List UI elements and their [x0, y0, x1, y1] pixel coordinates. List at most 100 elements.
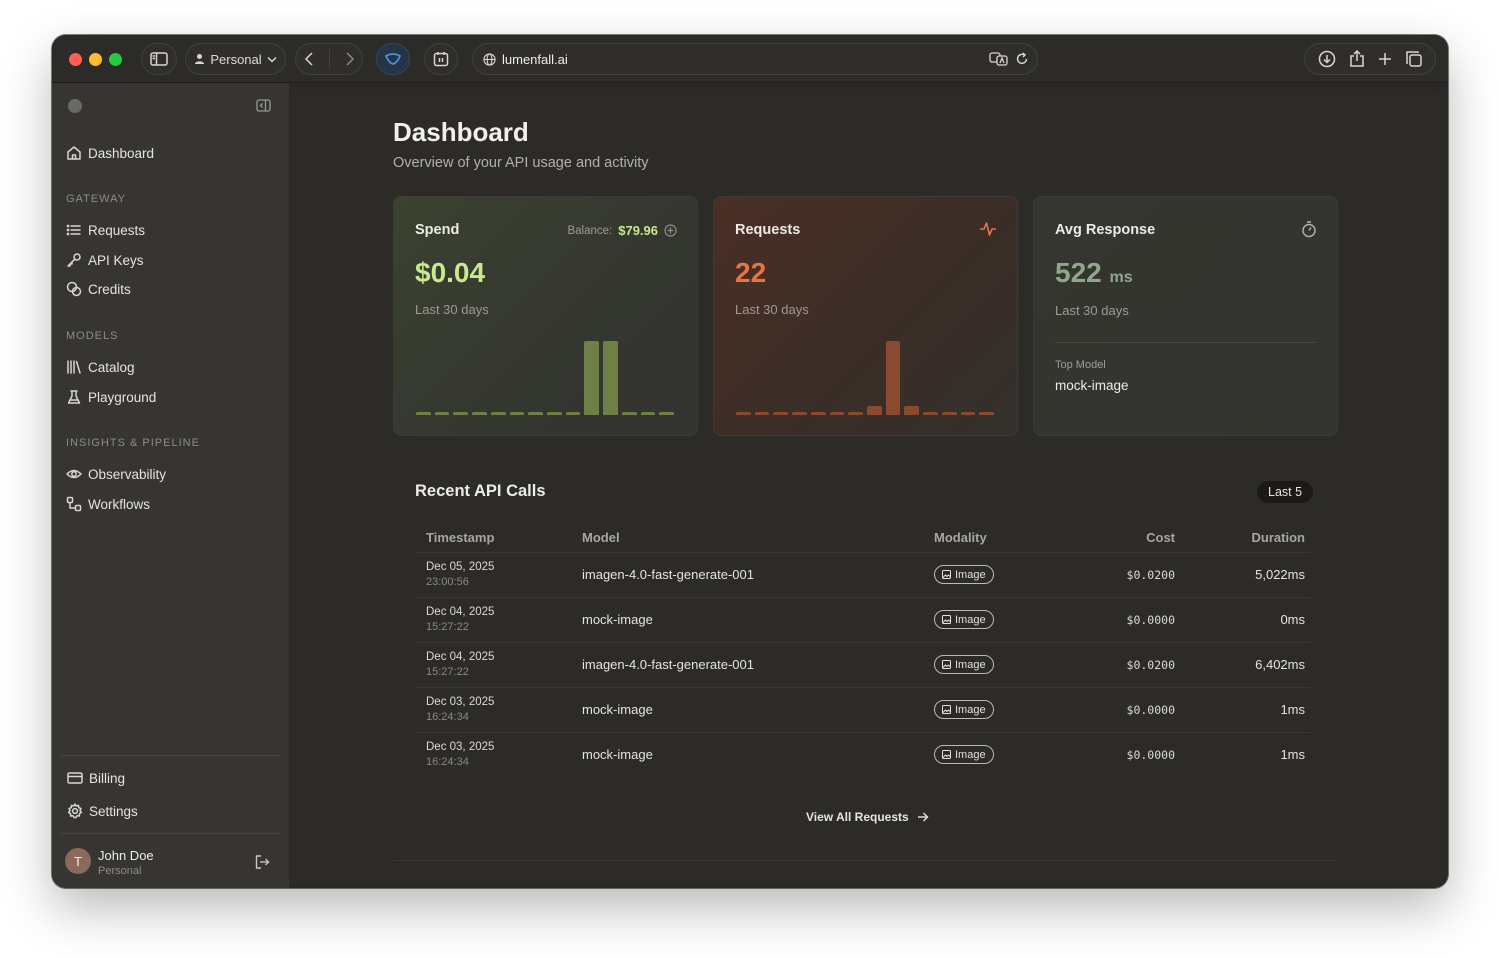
- row-duration: 0ms: [1280, 612, 1305, 627]
- address-bar[interactable]: lumenfall.ai: [472, 43, 1038, 75]
- sidebar-item-billing[interactable]: Billing: [67, 766, 125, 790]
- page-title: Dashboard: [393, 117, 529, 147]
- requests-card[interactable]: Requests 22 Last 30 days: [713, 196, 1018, 436]
- sidebar-item-label: Playground: [88, 389, 157, 405]
- user-name: John Doe: [98, 848, 154, 863]
- collapse-sidebar-icon[interactable]: [256, 99, 271, 112]
- table-row[interactable]: Dec 04, 2025 15:27:22 imagen-4.0-fast-gene…: [415, 642, 1311, 687]
- extension-button[interactable]: [424, 43, 458, 75]
- modality-badge: Image: [934, 700, 994, 719]
- toolbar-actions: [1304, 43, 1436, 75]
- chart-bar: [603, 341, 618, 415]
- row-cost: $0.0200: [1126, 658, 1175, 672]
- sidebar-item-dashboard[interactable]: Dashboard: [66, 141, 154, 165]
- image-icon: [942, 750, 951, 759]
- back-icon[interactable]: [304, 52, 314, 66]
- sidebar-item-api-keys[interactable]: API Keys: [66, 248, 144, 272]
- profile-selector[interactable]: Personal: [185, 43, 286, 75]
- row-date: Dec 05, 2025: [426, 561, 495, 573]
- chart-bar: [792, 412, 807, 415]
- row-time: 16:24:34: [426, 711, 469, 723]
- chart-bar: [416, 412, 431, 415]
- row-date: Dec 04, 2025: [426, 651, 495, 663]
- share-icon[interactable]: [1349, 50, 1365, 68]
- home-icon: [67, 146, 81, 160]
- chevron-down-icon: [267, 56, 277, 63]
- image-icon: [942, 705, 951, 714]
- card-title: Avg Response: [1055, 222, 1156, 238]
- modality-badge: Image: [934, 745, 994, 764]
- globe-icon: [483, 52, 496, 66]
- sidebar-item-observability[interactable]: Observability: [66, 462, 166, 486]
- modality-label: Image: [955, 613, 986, 626]
- page-subtitle: Overview of your API usage and activity: [393, 155, 649, 171]
- chart-bar: [584, 341, 600, 415]
- sidebar-item-label: API Keys: [88, 252, 144, 268]
- row-date: Dec 03, 2025: [426, 696, 495, 708]
- row-time: 15:27:22: [426, 621, 469, 633]
- chart-bar: [547, 412, 562, 415]
- chart-bar: [923, 412, 938, 415]
- list-icon: [66, 224, 81, 236]
- add-credit-icon[interactable]: [664, 224, 677, 237]
- row-cost: $0.0000: [1126, 613, 1175, 627]
- chart-bar: [659, 412, 674, 415]
- sidebar-item-catalog[interactable]: Catalog: [66, 355, 135, 379]
- chart-bar: [621, 412, 637, 415]
- eye-icon: [66, 469, 82, 479]
- chart-bar: [640, 412, 656, 415]
- table-row[interactable]: Dec 03, 2025 16:24:34 mock-image Image $0.00…: [415, 687, 1311, 732]
- modality-badge: Image: [934, 655, 994, 674]
- modality-label: Image: [955, 703, 986, 716]
- arrow-right-icon: [917, 812, 929, 822]
- avg-response-card[interactable]: Avg Response 522 ms Last 30 days Top Mod…: [1033, 196, 1338, 436]
- chart-bar: [810, 412, 826, 415]
- avatar[interactable]: T: [65, 848, 91, 874]
- forward-icon[interactable]: [345, 52, 355, 66]
- new-tab-icon[interactable]: [1378, 52, 1392, 66]
- profile-label: Personal: [210, 51, 262, 67]
- spend-card[interactable]: Spend Balance: $79.96 $0.04 Last 30 days: [393, 196, 698, 436]
- chart-bar: [472, 412, 487, 415]
- download-icon[interactable]: [1318, 50, 1336, 68]
- recent-calls-title: Recent API Calls: [415, 482, 546, 500]
- sidebar-section-models: MODELS: [66, 330, 119, 342]
- chart-bar: [979, 412, 994, 415]
- sidebar-toggle-button[interactable]: [141, 43, 177, 75]
- tab-overview-icon[interactable]: [1405, 50, 1423, 68]
- activity-icon: [980, 222, 996, 236]
- row-time: 15:27:22: [426, 666, 469, 678]
- table-row[interactable]: Dec 04, 2025 15:27:22 mock-image Image $0.00…: [415, 597, 1311, 642]
- table-row[interactable]: Dec 03, 2025 16:24:34 mock-image Image $0.00…: [415, 732, 1311, 777]
- sidebar-item-settings[interactable]: Settings: [67, 799, 138, 823]
- sidebar-item-workflows[interactable]: Workflows: [66, 492, 150, 516]
- top-model-label: Top Model: [1055, 359, 1106, 371]
- logout-icon[interactable]: [255, 855, 270, 869]
- chart-bar: [754, 412, 770, 415]
- chart-bar: [885, 341, 901, 415]
- card-period: Last 30 days: [415, 302, 489, 317]
- sidebar-item-credits[interactable]: Credits: [66, 277, 131, 301]
- close-window-button[interactable]: [69, 53, 82, 66]
- translate-icon[interactable]: [989, 51, 1009, 67]
- view-all-requests-link[interactable]: View All Requests: [806, 810, 929, 824]
- sidebar-item-label: Dashboard: [88, 145, 155, 161]
- row-time: 16:24:34: [426, 756, 469, 768]
- card-period: Last 30 days: [1055, 303, 1129, 318]
- chart-bar: [453, 412, 469, 415]
- row-date: Dec 03, 2025: [426, 741, 495, 753]
- row-duration: 1ms: [1280, 747, 1305, 762]
- minimize-window-button[interactable]: [89, 53, 102, 66]
- url-text: lumenfall.ai: [502, 51, 568, 67]
- table-row[interactable]: Dec 05, 2025 23:00:56 imagen-4.0-fast-gene…: [415, 552, 1311, 597]
- sidebar-item-playground[interactable]: Playground: [66, 385, 156, 409]
- balance-value: $79.96: [618, 223, 658, 238]
- requests-bar-chart: [735, 337, 997, 415]
- sidebar-divider: [60, 833, 280, 834]
- sidebar-item-requests[interactable]: Requests: [66, 218, 145, 242]
- zoom-window-button[interactable]: [109, 53, 122, 66]
- balance-label: Balance:: [567, 224, 613, 237]
- shield-extension-button[interactable]: [376, 43, 410, 75]
- row-model: mock-image: [582, 702, 653, 717]
- reload-icon[interactable]: [1015, 52, 1029, 66]
